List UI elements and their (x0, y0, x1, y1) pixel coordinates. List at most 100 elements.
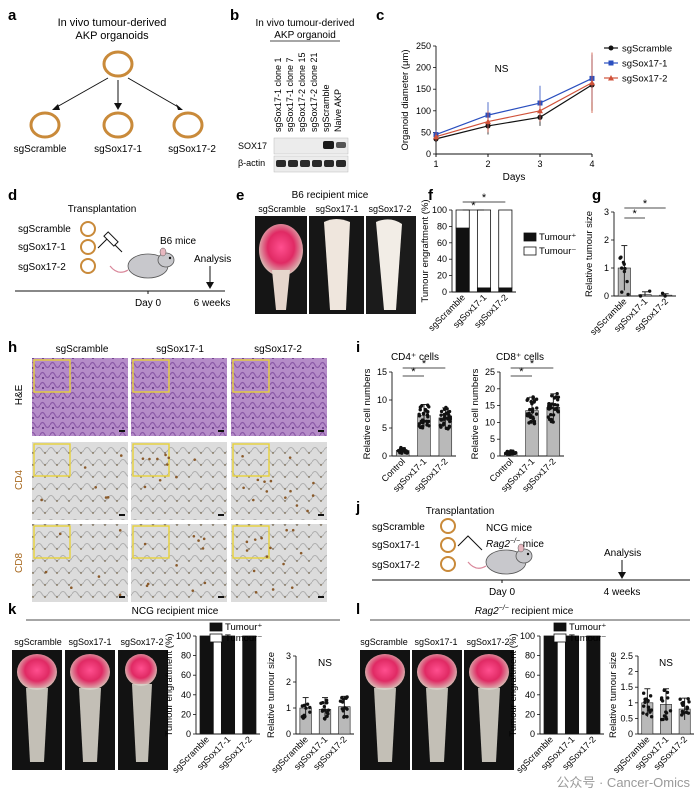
chart-c-ytick-label-1: 50 (421, 127, 431, 137)
chart-i1-dot-2-22 (445, 416, 450, 420)
histology-scalebar-1-2 (318, 514, 324, 516)
chart-i2-dot-0-18 (506, 450, 510, 455)
chart-c-point-2-2 (537, 107, 543, 114)
histology-cell-2-2-9 (285, 528, 288, 532)
chart-c-ytick-label-5: 250 (416, 41, 431, 51)
chart-i2-dot-1-14 (529, 399, 533, 404)
chart-f-legend-swatch-0 (523, 232, 537, 242)
chart-l2-annotation: NS (659, 658, 673, 669)
chart-i1-dot-2-16 (442, 415, 447, 419)
histology-cell-1-1-1 (167, 456, 171, 460)
chart-l2-dot-2-9 (681, 711, 685, 715)
chart-k1-ytick-label-5: 100 (176, 631, 191, 641)
histology-scalebar-1-0 (119, 514, 125, 516)
panel-j-day0: Day 0 (489, 587, 516, 598)
histology-scalebar-0-2 (318, 430, 324, 432)
chart-i2-dot-1-24 (531, 395, 535, 399)
histology-cell-1-2-2 (306, 509, 309, 513)
organoid-a-1 (29, 111, 61, 139)
chart-l2-ytick-label-0: 0 (628, 729, 633, 739)
histology-cell-1-1-4 (148, 457, 151, 461)
chart-i2-dot-0-19 (509, 451, 513, 455)
chart-i2-ytick-label-5: 25 (485, 367, 495, 377)
chart-k1-legend-label-0: Tumour⁺ (225, 622, 262, 633)
chart-i2-dot-2-22 (553, 407, 557, 411)
chart-l2-dot-0-6 (649, 715, 654, 719)
chart-f-ytick-label-4: 80 (437, 221, 447, 231)
chart-l2-dot-1-5 (660, 699, 665, 703)
chart-g-dot-1-1 (647, 289, 652, 293)
chart-k2-ytick-label-3: 3 (286, 651, 291, 661)
chart-i1-ytick-label-2: 10 (377, 395, 387, 405)
chart-c: 0 50 100 150 200 250 Organoid diameter (μm) 1 2 3… (400, 41, 672, 183)
chart-l2-dot-1-11 (665, 690, 670, 695)
histology-inset-1-1 (132, 443, 170, 477)
chart-f-star-0: * (471, 200, 476, 212)
chart-i2-dot-2-14 (551, 413, 556, 417)
panel-l-group-1: sgScramble (360, 637, 408, 647)
chart-f-legend-label-1: Tumour⁻ (539, 246, 576, 257)
chart-k1-ytick-label-2: 40 (181, 690, 191, 700)
chart-g-dot-0-2 (622, 269, 627, 274)
panel-e-title: B6 recipient mice (292, 190, 369, 201)
chart-i1-dot-1-4 (425, 403, 430, 407)
panel-j-analysis: Analysis (604, 548, 641, 559)
histology-inset-1-2 (232, 443, 270, 477)
chart-i2-dot-1-7 (525, 398, 529, 402)
panel-l-title: Rag2−/− recipient mice (475, 605, 574, 617)
panel-label-a: a (8, 7, 17, 24)
panel-label-c: c (376, 7, 384, 24)
panel-l-group-2: sgSox17-1 (414, 637, 457, 647)
histology-inset-2-0 (33, 525, 71, 559)
chart-i2-dot-0-12 (513, 451, 517, 456)
chart-l2-dot-2-8 (678, 697, 682, 701)
chart-k1-ytick-label-4: 80 (181, 651, 191, 661)
histology-cell-1-1-2 (165, 463, 169, 466)
chart-g-ytick-label-3: 3 (604, 207, 609, 217)
chart-i2-dot-2-28 (549, 419, 554, 424)
lane-label-4: sgSox17-2 clone 21 (309, 52, 319, 132)
histology-cell-1-1-6 (164, 453, 167, 457)
histology-cell-1-1-9 (143, 485, 147, 489)
chart-k2-dot-0-2 (300, 704, 305, 708)
panel-i: i CD4⁺ cells CD8⁺ cells 0 5 10 15 Relative c… (356, 339, 564, 494)
chart-i2-dot-2-25 (556, 395, 561, 399)
chart-l2-dot-1-8 (664, 717, 669, 721)
chart-l2-dot-2-13 (685, 706, 690, 710)
histology-cell-2-2-4 (282, 562, 285, 566)
histology-scalebar-0-1 (218, 430, 224, 432)
chart-i1-dot-0-13 (396, 449, 401, 453)
chart-i2-dot-2-16 (553, 403, 557, 407)
histology-cell-2-0-3 (44, 570, 48, 574)
chart-l2-dot-1-13 (662, 714, 667, 718)
chart-k1-bar-0-1 (220, 635, 236, 735)
chart-k1-legend-swatch-0 (209, 622, 223, 632)
chart-i2-dot-2-23 (555, 391, 559, 396)
chart-i1-dot-2-13 (444, 426, 449, 431)
chart-i1-star-1: * (422, 358, 427, 370)
blot-band-sox17-naive (336, 142, 346, 148)
histology-cell-2-1-9 (146, 582, 150, 586)
panel-b-title-2: AKP organoid (274, 30, 336, 41)
chart-k2-dot-0-3 (305, 702, 310, 706)
panel-b: b In vivo tumour-derived AKP organoid sg… (230, 7, 354, 173)
chart-i1-ytick-label-1: 5 (382, 423, 387, 433)
histology-cell-1-2-11 (265, 490, 269, 493)
chart-g-dot-0-7 (620, 266, 624, 270)
chart-l2-ylabel: Relative tumour size (608, 652, 619, 738)
chart-i1-dot-0-16 (399, 445, 403, 450)
chart-l2-dot-2-2 (686, 697, 690, 701)
chart-c-ytick-label-3: 150 (416, 84, 431, 94)
panel-d-end: 6 weeks (194, 298, 231, 309)
lane-label-6: Naive AKP (333, 89, 343, 132)
panel-d-group-3: sgSox17-2 (18, 262, 66, 273)
chart-i2-ytick-label-3: 15 (485, 401, 495, 411)
chart-i1-dot-1-29 (420, 420, 424, 425)
chart-c-ytick-label-4: 200 (416, 63, 431, 73)
chart-i1-dot-1-26 (417, 414, 422, 418)
histology-cell-2-0-0 (70, 586, 73, 590)
blot-row-label-sox17: SOX17 (238, 141, 267, 151)
chart-i2-dot-1-25 (528, 413, 533, 418)
histology-cell-1-0-2 (106, 496, 110, 499)
